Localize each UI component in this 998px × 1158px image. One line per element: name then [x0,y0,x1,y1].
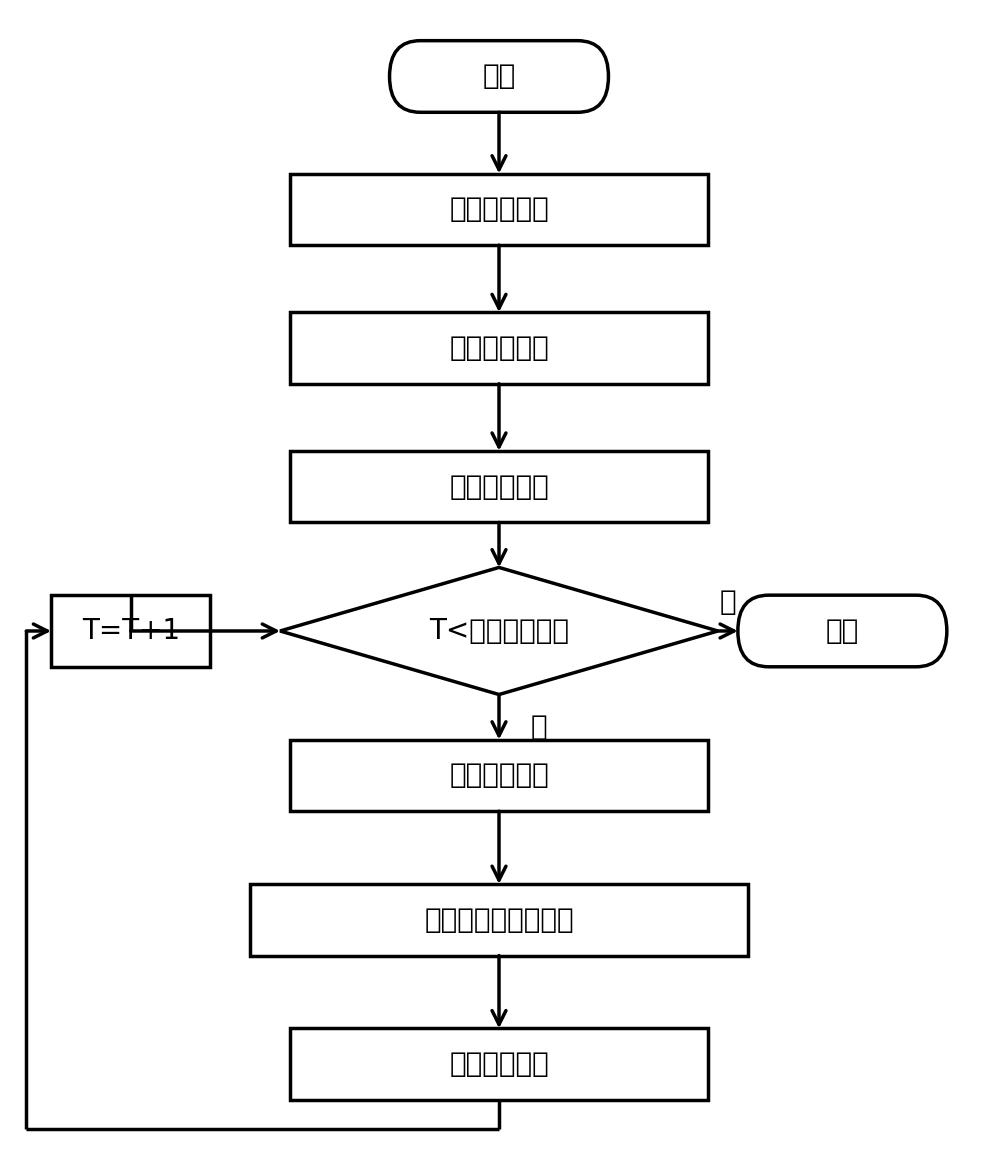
FancyBboxPatch shape [290,313,708,383]
Text: 是: 是 [531,713,547,741]
FancyBboxPatch shape [250,884,748,955]
Text: 更新最优位置: 更新最优位置 [449,1050,549,1078]
Text: 读取原始数据: 读取原始数据 [449,196,549,223]
Text: T<最大迭代次数: T<最大迭代次数 [429,617,569,645]
Text: 结束: 结束 [825,617,859,645]
Text: 开始: 开始 [482,63,516,90]
Text: 初始化粒子群: 初始化粒子群 [449,472,549,500]
Polygon shape [280,567,718,695]
FancyBboxPatch shape [738,595,947,667]
Text: 更新粒子位置: 更新粒子位置 [449,762,549,790]
Text: 进行多时段潮流计算: 进行多时段潮流计算 [424,906,574,933]
Text: T=T+1: T=T+1 [82,617,180,645]
FancyBboxPatch shape [389,41,609,112]
FancyBboxPatch shape [290,740,708,812]
Text: 否: 否 [720,588,737,616]
FancyBboxPatch shape [51,595,211,667]
FancyBboxPatch shape [290,174,708,245]
FancyBboxPatch shape [290,1028,708,1100]
Text: 生成数据文件: 生成数据文件 [449,334,549,362]
FancyBboxPatch shape [290,450,708,522]
